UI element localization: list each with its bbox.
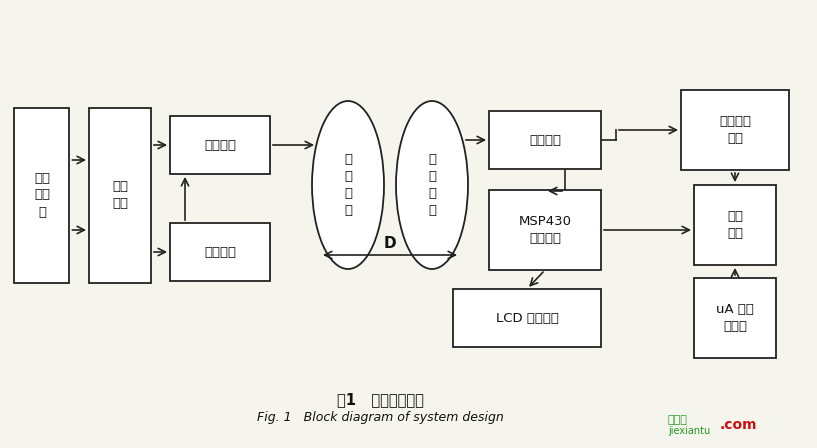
Text: 耦
合
线
圈: 耦 合 线 圈: [344, 153, 352, 217]
Text: 恒流
充电: 恒流 充电: [727, 210, 743, 240]
Text: 整流稳压: 整流稳压: [529, 134, 561, 146]
Ellipse shape: [396, 101, 468, 269]
Bar: [694, 185, 776, 265]
Bar: [681, 90, 789, 170]
Text: uA 表头
电流表: uA 表头 电流表: [716, 303, 754, 333]
Bar: [89, 108, 151, 283]
Bar: [489, 111, 601, 169]
Text: 功率放大: 功率放大: [204, 138, 236, 151]
Text: 耦
合
线
圈: 耦 合 线 圈: [428, 153, 436, 217]
Bar: [489, 190, 601, 270]
Text: 电源
管理: 电源 管理: [112, 180, 128, 210]
Text: 交直
流供
电: 交直 流供 电: [34, 172, 50, 219]
Bar: [15, 108, 69, 283]
Bar: [170, 116, 270, 174]
Bar: [694, 278, 776, 358]
Text: jiexiantu: jiexiantu: [668, 426, 710, 436]
Text: 图1   系统设计框图: 图1 系统设计框图: [337, 392, 423, 408]
Text: D: D: [384, 236, 396, 250]
Bar: [453, 289, 601, 347]
Text: MSP430
控制系统: MSP430 控制系统: [519, 215, 572, 245]
Text: .com: .com: [720, 418, 757, 432]
Text: 频率振荡: 频率振荡: [204, 246, 236, 258]
Text: 充电方式
选择: 充电方式 选择: [719, 115, 751, 145]
Text: 接线图: 接线图: [668, 415, 688, 425]
Text: Fig. 1   Block diagram of system design: Fig. 1 Block diagram of system design: [257, 412, 503, 425]
Text: LCD 充电指示: LCD 充电指示: [496, 311, 559, 324]
Bar: [170, 223, 270, 281]
Ellipse shape: [312, 101, 384, 269]
